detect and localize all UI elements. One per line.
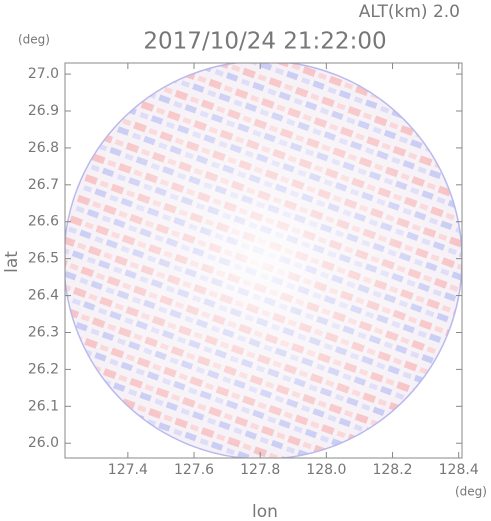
y-tick-label: 26.8 [28,140,59,156]
x-tick-label: 127.8 [240,462,280,478]
y-axis-label: lat [2,251,22,273]
radar-disc [65,63,462,458]
y-tick-label: 27.0 [28,66,59,82]
x-axis-label: lon [252,502,278,521]
chart-title: 2017/10/24 21:22:00 [143,29,386,55]
y-tick-label: 26.3 [28,324,59,340]
y-tick-label: 26.5 [28,251,59,267]
x-tick-label: 128.4 [439,462,479,478]
y-unit: (deg) [18,33,50,47]
y-tick-label: 26.0 [28,435,59,451]
x-tick-label: 127.6 [174,462,214,478]
y-tick-label: 26.6 [28,214,59,230]
y-tick-label: 26.9 [28,103,59,119]
x-unit: (deg) [455,485,487,499]
y-tick-label: 26.1 [28,398,59,414]
y-tick-label: 26.7 [28,177,59,193]
y-tick-label: 26.4 [28,288,59,304]
plot-frame [64,62,463,459]
subtitle: ALT(km) 2.0 [359,2,460,22]
y-tick-label: 26.2 [28,361,59,377]
x-tick-label: 128.0 [306,462,346,478]
x-tick-label: 128.2 [372,462,412,478]
x-tick-label: 127.4 [108,462,148,478]
